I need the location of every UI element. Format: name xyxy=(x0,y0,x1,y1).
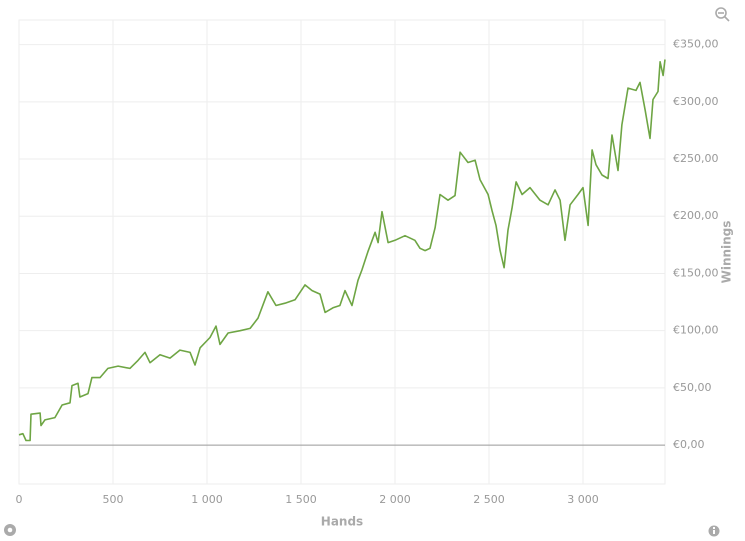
y-tick-label: €150,00 xyxy=(673,266,719,279)
y-tick-label: €250,00 xyxy=(673,152,719,165)
y-tick-label: €100,00 xyxy=(673,324,719,337)
x-tick-label: 1 500 xyxy=(285,493,317,506)
zoom-icon[interactable] xyxy=(715,7,730,22)
x-tick-label: 3 000 xyxy=(567,493,599,506)
y-tick-label: €0,00 xyxy=(673,438,705,451)
y-axis-title: Winnings xyxy=(720,221,734,284)
x-tick-label: 2 000 xyxy=(379,493,411,506)
y-tick-label: €50,00 xyxy=(673,381,712,394)
x-tick-label: 500 xyxy=(103,493,124,506)
x-tick-label: 1 000 xyxy=(191,493,223,506)
y-tick-label: €300,00 xyxy=(673,95,719,108)
line xyxy=(18,59,666,442)
plot-border xyxy=(18,19,666,485)
info-icon[interactable] xyxy=(708,525,720,537)
x-axis-title: Hands xyxy=(321,515,363,529)
y-tick-label: €350,00 xyxy=(673,38,719,51)
settings-icon[interactable] xyxy=(4,524,16,536)
plot-area: 0 500 1 000 1 500 2 000 2 500 3 000 €0,00 €50,00… xyxy=(16,19,719,506)
x-tick-label: 2 500 xyxy=(473,493,505,506)
y-tick-label: €200,00 xyxy=(673,209,719,222)
x-tick-label: 0 xyxy=(16,493,23,506)
